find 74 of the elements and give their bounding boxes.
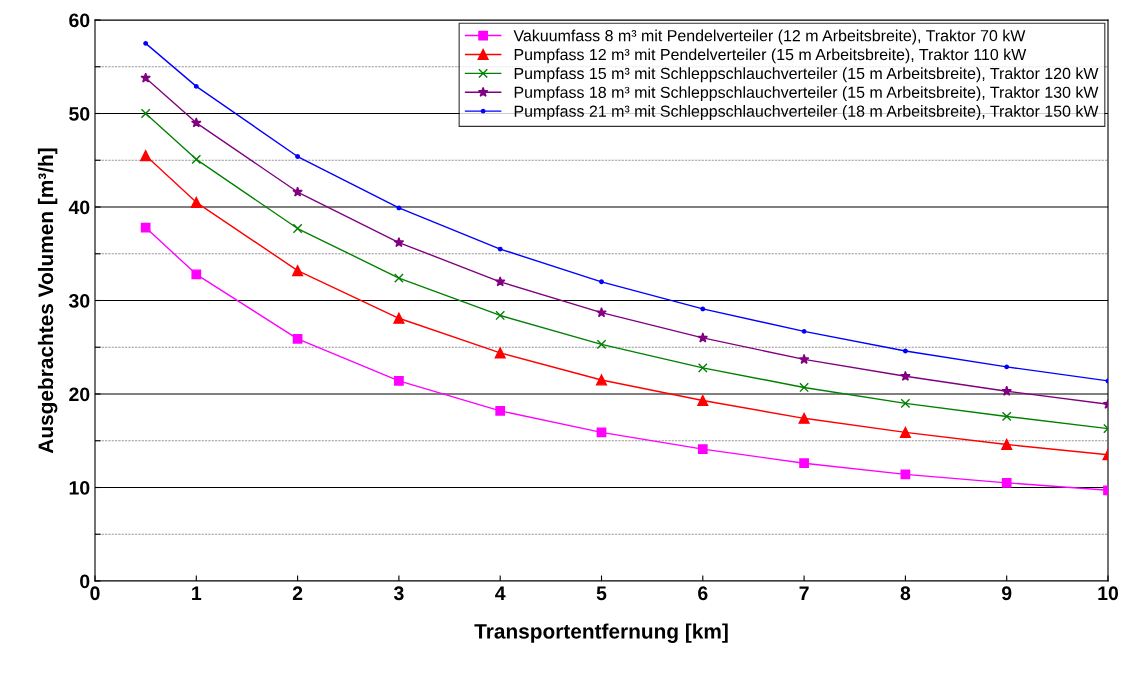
point — [140, 72, 151, 83]
y-axis-title: Ausgebrachtes Volumen [m³/h] — [37, 148, 58, 454]
legend-label: Vakuumfass 8 m³ mit Pendelverteiler (12 m Arbeitsbreite), Traktor 70 kW — [513, 29, 1026, 45]
point — [191, 154, 202, 165]
point — [900, 398, 911, 409]
legend-label: Pumpfass 15 m³ mit Schleppschlauchverteiler (15 m Arbeitsbreite), Traktor 120 kW — [514, 67, 1099, 83]
point — [596, 339, 607, 350]
point — [495, 310, 506, 321]
point — [595, 374, 608, 386]
y-tick-label: 10 — [69, 480, 90, 495]
point — [292, 223, 303, 234]
y-tick-label: 30 — [68, 293, 90, 308]
point — [393, 236, 405, 248]
point — [140, 150, 152, 162]
point — [799, 458, 809, 469]
point — [140, 108, 151, 119]
y-tick-label: 40 — [68, 200, 90, 215]
x-tick-label: 6 — [698, 586, 708, 601]
point — [697, 332, 709, 343]
x-tick-label: 9 — [1001, 586, 1012, 601]
point — [292, 333, 303, 344]
point — [497, 246, 503, 252]
point — [899, 426, 911, 438]
point — [596, 307, 607, 318]
x-tick-label: 7 — [799, 586, 809, 600]
point — [1001, 438, 1013, 451]
legend-label: Pumpfass 18 m³ mit Schleppschlauchverteiler (15 m Arbeitsbreite), Traktor 130 kW — [514, 86, 1099, 102]
point — [494, 276, 506, 287]
point — [295, 154, 301, 159]
point — [394, 376, 404, 386]
point — [697, 362, 708, 373]
point — [697, 444, 708, 455]
point — [697, 394, 709, 407]
point — [700, 306, 706, 312]
point — [292, 265, 304, 277]
point — [394, 273, 404, 283]
point — [193, 83, 199, 89]
point — [190, 196, 202, 208]
x-axis-title: Transportentfernung [km] — [474, 623, 728, 643]
point — [799, 382, 809, 393]
point — [494, 347, 506, 359]
x-tick-label: 0 — [90, 586, 100, 601]
legend-label: Pumpfass 12 m³ mit Pendelverteiler (15 m Arbeitsbreite), Traktor 110 kW — [514, 48, 1027, 64]
point — [798, 353, 810, 365]
point — [1004, 364, 1010, 370]
point — [396, 205, 402, 211]
y-tick-label: 50 — [69, 106, 90, 121]
point — [292, 186, 303, 197]
point — [140, 222, 151, 233]
point — [900, 370, 911, 381]
point — [801, 328, 807, 334]
point — [495, 405, 506, 416]
point — [1001, 385, 1013, 396]
legend-label: Pumpfass 21 m³ mit Schleppschlauchverteiler (18 m Arbeitsbreite), Traktor 150 kW — [514, 105, 1099, 120]
point — [1001, 411, 1012, 422]
y-tick-label: 60 — [69, 13, 90, 28]
x-tick-label: 3 — [393, 586, 404, 601]
point — [596, 427, 607, 438]
point — [143, 40, 149, 46]
point — [191, 269, 202, 280]
x-tick-label: 4 — [495, 586, 506, 600]
x-tick-label: 1 — [192, 586, 202, 600]
point — [190, 117, 202, 128]
point — [902, 348, 908, 354]
point — [1001, 477, 1012, 488]
x-tick-label: 10 — [1098, 586, 1119, 601]
point — [798, 412, 810, 424]
x-tick-label: 2 — [292, 586, 303, 600]
x-tick-label: 5 — [596, 586, 607, 601]
point — [393, 312, 405, 324]
y-tick-label: 0 — [80, 574, 90, 589]
x-tick-label: 8 — [900, 586, 911, 601]
y-tick-label: 20 — [69, 387, 90, 402]
point — [599, 279, 604, 285]
